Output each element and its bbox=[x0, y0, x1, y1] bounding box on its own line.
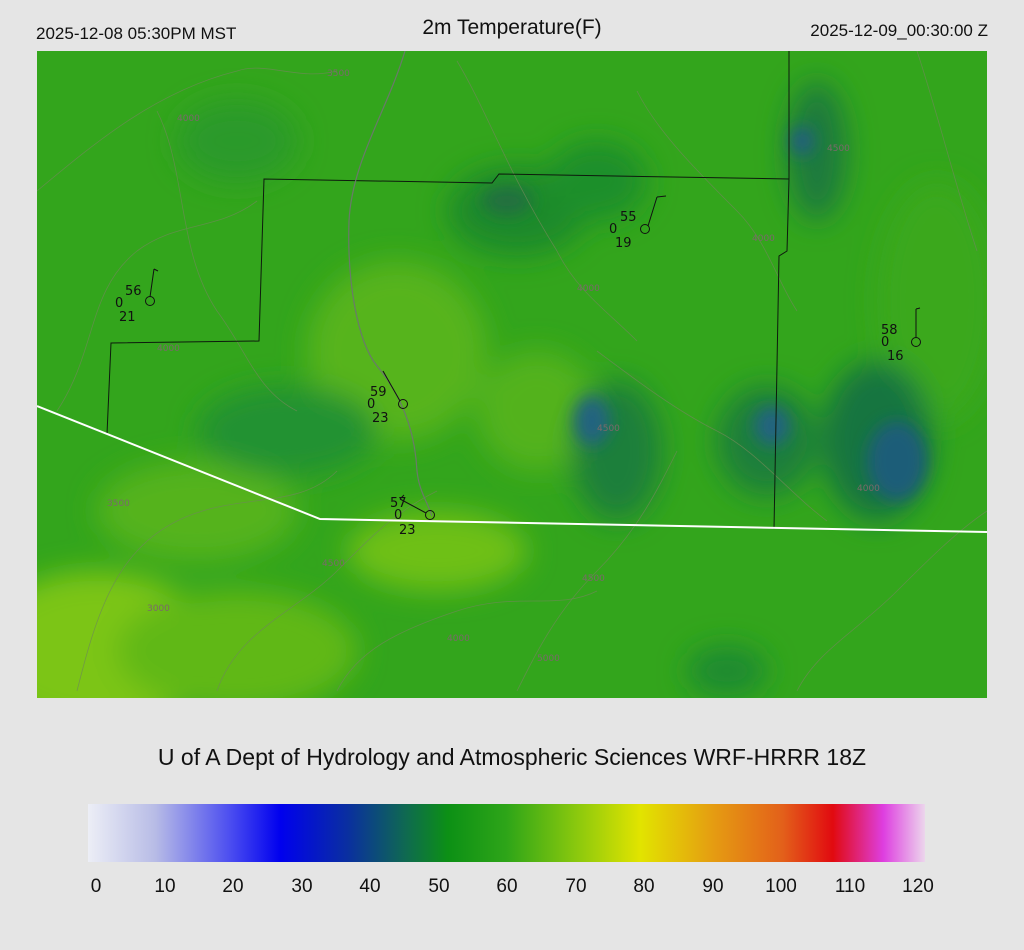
colorbar-tick: 90 bbox=[702, 876, 724, 897]
station-temp: 56 bbox=[125, 284, 142, 299]
contour-label: 5000 bbox=[537, 654, 560, 664]
temperature-colorbar bbox=[88, 804, 925, 862]
colorbar-tick: 70 bbox=[565, 876, 587, 897]
contour-label: 4500 bbox=[322, 559, 345, 569]
colorbar-ticks: 0 10 20 30 40 50 60 70 80 90 100 110 120 bbox=[0, 876, 1024, 902]
station-temp: 57 bbox=[390, 496, 407, 511]
station-temp: 59 bbox=[370, 385, 387, 400]
contour-label: 4000 bbox=[857, 484, 880, 494]
station-plot: 59 0 23 bbox=[367, 370, 408, 426]
state-border bbox=[37, 405, 987, 533]
colorbar-tick: 10 bbox=[154, 876, 176, 897]
station-dewpoint: 19 bbox=[615, 236, 632, 251]
colorbar-tick: 0 bbox=[90, 876, 102, 897]
station-dewpoint: 23 bbox=[399, 523, 416, 538]
temperature-map: 4000 3500 4000 3500 3000 4500 4000 4500 … bbox=[37, 51, 987, 698]
colorbar-tick: 40 bbox=[359, 876, 381, 897]
contour-label: 4000 bbox=[752, 234, 775, 244]
contour-label: 4000 bbox=[177, 114, 200, 124]
colorbar-tick: 60 bbox=[496, 876, 518, 897]
contour-label: 4500 bbox=[582, 574, 605, 584]
cold-core-shading bbox=[482, 126, 927, 501]
station-temp: 55 bbox=[620, 210, 637, 225]
highway-line bbox=[348, 51, 433, 517]
contour-label: 3500 bbox=[107, 499, 130, 509]
contour-label: 4500 bbox=[827, 144, 850, 154]
station-cloud: 0 bbox=[394, 508, 402, 523]
station-plot: 57 0 23 bbox=[390, 494, 435, 538]
contour-label: 4000 bbox=[447, 634, 470, 644]
colorbar-tick: 30 bbox=[291, 876, 313, 897]
model-credit: U of A Dept of Hydrology and Atmospheric… bbox=[157, 744, 867, 770]
station-cloud: 0 bbox=[367, 397, 375, 412]
station-temp: 58 bbox=[881, 323, 898, 338]
colorbar-tick: 120 bbox=[902, 876, 934, 897]
station-cloud: 0 bbox=[881, 335, 889, 350]
station-plot: 56 0 21 bbox=[115, 268, 159, 325]
station-plot: 55 0 19 bbox=[609, 195, 667, 251]
colorbar-tick: 50 bbox=[428, 876, 450, 897]
contour-label: 4000 bbox=[157, 344, 180, 354]
station-dewpoint: 23 bbox=[372, 411, 389, 426]
utc-time: 2025-12-09_00:30:00 Z bbox=[810, 21, 988, 40]
temperature-shading bbox=[37, 81, 987, 698]
colorbar-tick: 20 bbox=[222, 876, 244, 897]
station-dewpoint: 21 bbox=[119, 310, 136, 325]
station-plot: 58 0 16 bbox=[881, 307, 921, 364]
colorbar-tick: 80 bbox=[633, 876, 655, 897]
county-boundaries bbox=[106, 51, 790, 530]
contour-label: 4000 bbox=[577, 284, 600, 294]
contour-label: 4500 bbox=[597, 424, 620, 434]
contour-labels: 4000 3500 4000 3500 3000 4500 4000 4500 … bbox=[107, 69, 880, 664]
colorbar-tick: 110 bbox=[834, 876, 866, 897]
map-title: 2m Temperature(F) bbox=[422, 16, 602, 39]
station-cloud: 0 bbox=[115, 296, 123, 311]
local-time: 2025-12-08 05:30PM MST bbox=[36, 24, 237, 43]
contour-label: 3500 bbox=[327, 69, 350, 79]
contour-label: 3000 bbox=[147, 604, 170, 614]
station-dewpoint: 16 bbox=[887, 349, 904, 364]
station-cloud: 0 bbox=[609, 222, 617, 237]
elevation-contours bbox=[37, 51, 987, 692]
colorbar-tick: 100 bbox=[765, 876, 797, 897]
